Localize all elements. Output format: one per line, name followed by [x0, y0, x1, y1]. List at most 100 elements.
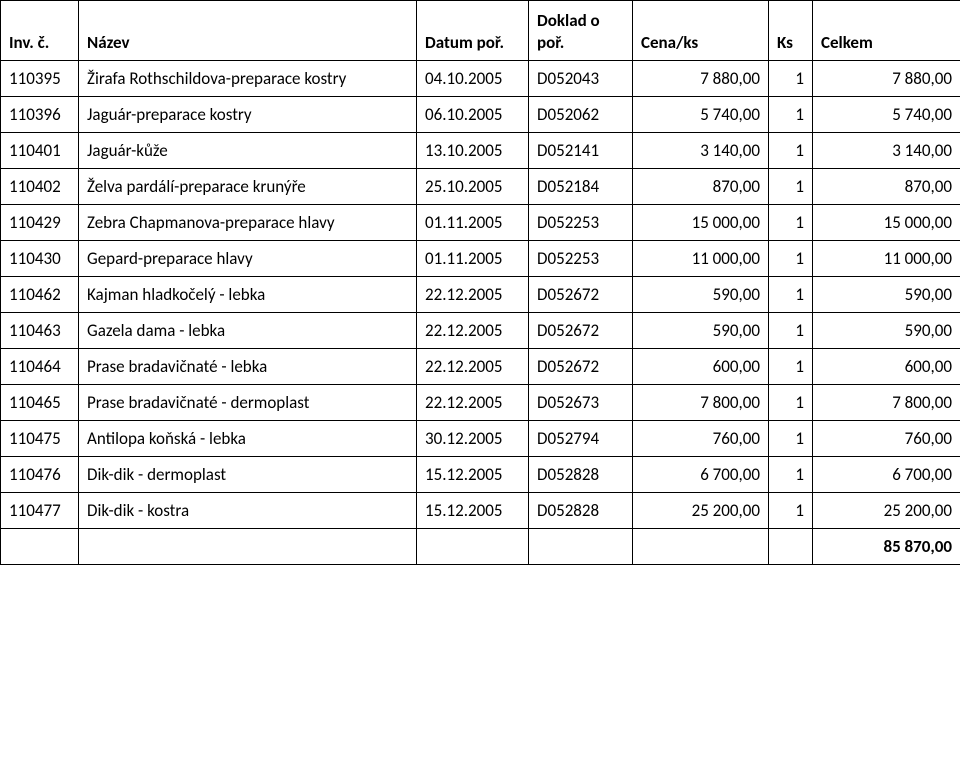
inventory-table: Inv. č. Název Datum poř. Doklad o poř. C…: [0, 0, 960, 565]
col-header-inv: Inv. č.: [1, 1, 79, 61]
cell-inv: 110429: [1, 205, 79, 241]
cell-price: 590,00: [633, 313, 769, 349]
cell-price: 600,00: [633, 349, 769, 385]
table-row: 110475Antilopa koňská - lebka30.12.2005D…: [1, 421, 960, 457]
cell-price: 5 740,00: [633, 97, 769, 133]
cell-name: Žirafa Rothschildova-preparace kostry: [79, 61, 417, 97]
cell-ks: 1: [769, 493, 813, 529]
cell-price: 7 800,00: [633, 385, 769, 421]
cell-price: 25 200,00: [633, 493, 769, 529]
cell-price: 590,00: [633, 277, 769, 313]
cell-ks: 1: [769, 385, 813, 421]
cell-ks: 1: [769, 277, 813, 313]
cell-date: 13.10.2005: [417, 133, 529, 169]
col-header-doc: Doklad o poř.: [529, 1, 633, 61]
cell-doc: D052043: [529, 61, 633, 97]
cell-total: 870,00: [813, 169, 960, 205]
cell-doc: D052828: [529, 457, 633, 493]
cell-date: 25.10.2005: [417, 169, 529, 205]
cell-doc: D052253: [529, 241, 633, 277]
cell-doc: D052184: [529, 169, 633, 205]
cell-inv: 110402: [1, 169, 79, 205]
footer-empty-cell: [79, 529, 417, 565]
cell-doc: D052253: [529, 205, 633, 241]
cell-name: Zebra Chapmanova-preparace hlavy: [79, 205, 417, 241]
cell-ks: 1: [769, 349, 813, 385]
cell-doc: D052794: [529, 421, 633, 457]
cell-name: Kajman hladkočelý - lebka: [79, 277, 417, 313]
cell-name: Jaguár-preparace kostry: [79, 97, 417, 133]
cell-date: 01.11.2005: [417, 205, 529, 241]
cell-total: 15 000,00: [813, 205, 960, 241]
footer-empty-cell: [633, 529, 769, 565]
cell-name: Prase bradavičnaté - dermoplast: [79, 385, 417, 421]
cell-price: 760,00: [633, 421, 769, 457]
footer-empty-cell: [1, 529, 79, 565]
cell-inv: 110463: [1, 313, 79, 349]
cell-name: Gepard-preparace hlavy: [79, 241, 417, 277]
cell-name: Antilopa koňská - lebka: [79, 421, 417, 457]
cell-date: 22.12.2005: [417, 313, 529, 349]
cell-total: 3 140,00: [813, 133, 960, 169]
cell-doc: D052673: [529, 385, 633, 421]
cell-inv: 110464: [1, 349, 79, 385]
cell-total: 6 700,00: [813, 457, 960, 493]
footer-empty-cell: [529, 529, 633, 565]
cell-name: Želva pardálí-preparace krunýře: [79, 169, 417, 205]
cell-total: 7 800,00: [813, 385, 960, 421]
cell-name: Jaguár-kůže: [79, 133, 417, 169]
table-row: 110402Želva pardálí-preparace krunýře25.…: [1, 169, 960, 205]
cell-total: 7 880,00: [813, 61, 960, 97]
cell-total: 590,00: [813, 313, 960, 349]
cell-date: 06.10.2005: [417, 97, 529, 133]
cell-ks: 1: [769, 97, 813, 133]
cell-inv: 110476: [1, 457, 79, 493]
table-row: 110430Gepard-preparace hlavy01.11.2005D0…: [1, 241, 960, 277]
cell-date: 15.12.2005: [417, 493, 529, 529]
cell-total: 25 200,00: [813, 493, 960, 529]
table-row: 110477Dik-dik - kostra15.12.2005D0528282…: [1, 493, 960, 529]
table-row: 110462Kajman hladkočelý - lebka22.12.200…: [1, 277, 960, 313]
footer-total: 85 870,00: [813, 529, 960, 565]
cell-doc: D052828: [529, 493, 633, 529]
cell-doc: D052672: [529, 313, 633, 349]
col-header-price: Cena/ks: [633, 1, 769, 61]
cell-ks: 1: [769, 205, 813, 241]
cell-doc: D052141: [529, 133, 633, 169]
cell-doc: D052672: [529, 277, 633, 313]
cell-total: 590,00: [813, 277, 960, 313]
cell-name: Dik-dik - kostra: [79, 493, 417, 529]
cell-inv: 110477: [1, 493, 79, 529]
table-row: 110401Jaguár-kůže13.10.2005D0521413 140,…: [1, 133, 960, 169]
table-row: 110476Dik-dik - dermoplast15.12.2005D052…: [1, 457, 960, 493]
cell-date: 22.12.2005: [417, 385, 529, 421]
cell-ks: 1: [769, 169, 813, 205]
cell-doc: D052672: [529, 349, 633, 385]
table-row: 110463Gazela dama - lebka22.12.2005D0526…: [1, 313, 960, 349]
cell-name: Prase bradavičnaté - lebka: [79, 349, 417, 385]
table-row: 110465Prase bradavičnaté - dermoplast22.…: [1, 385, 960, 421]
cell-name: Dik-dik - dermoplast: [79, 457, 417, 493]
footer-empty-cell: [769, 529, 813, 565]
cell-ks: 1: [769, 313, 813, 349]
col-header-total: Celkem: [813, 1, 960, 61]
table-row: 110396Jaguár-preparace kostry06.10.2005D…: [1, 97, 960, 133]
cell-price: 7 880,00: [633, 61, 769, 97]
cell-inv: 110396: [1, 97, 79, 133]
cell-price: 15 000,00: [633, 205, 769, 241]
cell-date: 30.12.2005: [417, 421, 529, 457]
footer-empty-cell: [417, 529, 529, 565]
cell-inv: 110395: [1, 61, 79, 97]
cell-total: 600,00: [813, 349, 960, 385]
cell-price: 3 140,00: [633, 133, 769, 169]
col-header-ks: Ks: [769, 1, 813, 61]
cell-doc: D052062: [529, 97, 633, 133]
cell-date: 22.12.2005: [417, 277, 529, 313]
cell-ks: 1: [769, 457, 813, 493]
cell-inv: 110465: [1, 385, 79, 421]
cell-ks: 1: [769, 61, 813, 97]
table-row: 110395Žirafa Rothschildova-preparace kos…: [1, 61, 960, 97]
col-header-date: Datum poř.: [417, 1, 529, 61]
cell-date: 15.12.2005: [417, 457, 529, 493]
table-row: 110429Zebra Chapmanova-preparace hlavy01…: [1, 205, 960, 241]
